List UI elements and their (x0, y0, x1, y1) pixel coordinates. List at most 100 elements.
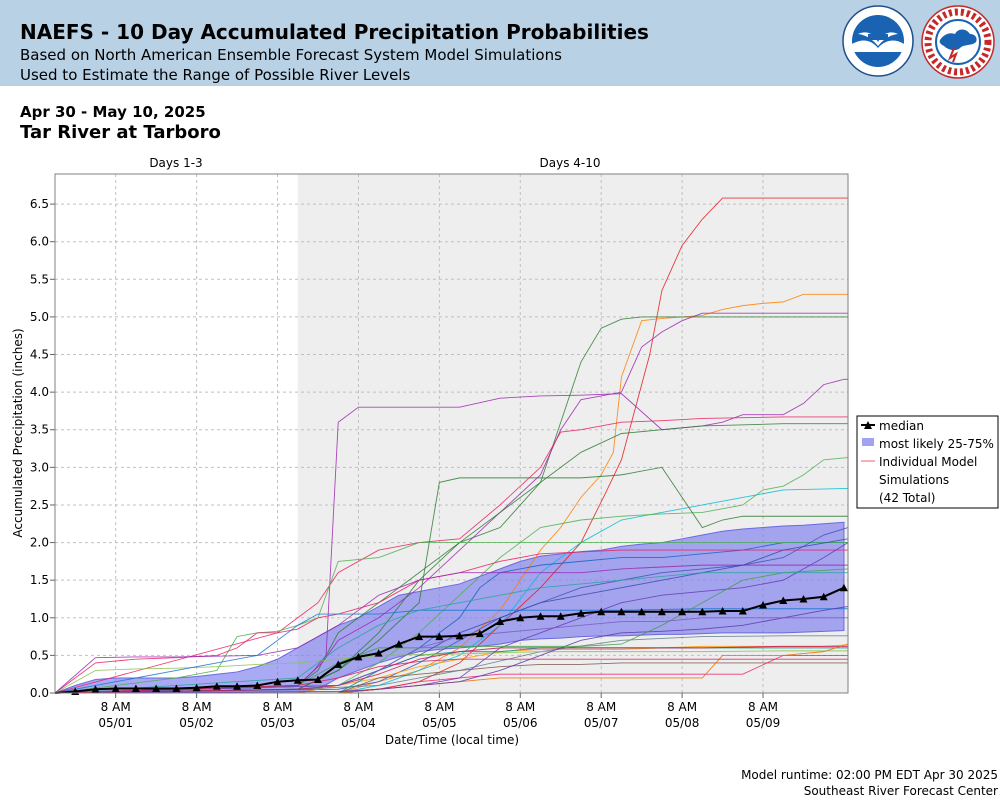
x-tick-date: 05/08 (665, 716, 700, 730)
y-tick-label: 1.0 (30, 611, 49, 625)
median-point (556, 612, 565, 620)
median-point (273, 677, 282, 686)
member-line (54, 568, 849, 694)
member-line (54, 542, 848, 694)
y-tick-label: 4.0 (30, 385, 49, 399)
median-point (192, 683, 201, 692)
member-line (54, 312, 848, 694)
member-line (54, 457, 849, 694)
x-tick-date: 05/09 (746, 716, 781, 730)
x-tick-date: 05/01 (98, 716, 133, 730)
median-point (698, 607, 707, 616)
median-point (718, 607, 727, 615)
median-point (293, 676, 302, 684)
median-point (131, 684, 140, 692)
noaa-logo[interactable] (841, 4, 915, 78)
median-point (313, 675, 322, 683)
member-line (54, 617, 848, 694)
median-point (334, 660, 343, 668)
member-line (55, 487, 849, 694)
x-tick-time: 8 AM (343, 700, 373, 714)
band-25-75 (54, 521, 845, 694)
member-line (55, 644, 849, 694)
member-line (54, 635, 848, 694)
median-point (496, 617, 505, 626)
x-tick-time: 8 AM (667, 700, 697, 714)
y-axis-label: Accumulated Precipitation (inches) (11, 328, 25, 537)
y-tick-label: 3.5 (30, 423, 49, 437)
median-point (233, 682, 242, 690)
median-point (435, 632, 444, 641)
x-tick-time: 8 AM (101, 700, 131, 714)
member-line (54, 608, 848, 694)
x-axis-label: Date/Time (local time) (385, 733, 519, 747)
median-point (799, 594, 808, 603)
median-point (839, 583, 848, 592)
y-tick-label: 3.0 (30, 460, 49, 474)
median-point (678, 607, 687, 616)
x-tick-time: 8 AM (748, 700, 778, 714)
y-tick-label: 2.0 (30, 536, 49, 550)
median-point (597, 607, 606, 616)
median-point (819, 592, 828, 601)
legend-member-label-2: Simulations (879, 473, 949, 487)
median-point (111, 684, 120, 692)
x-tick-time: 8 AM (182, 700, 212, 714)
member-line (54, 650, 848, 694)
member-line (54, 564, 848, 694)
y-tick-label: 1.5 (30, 573, 49, 587)
member-line (54, 572, 848, 694)
member-line (54, 423, 848, 694)
member-line (55, 293, 848, 694)
median-point (455, 631, 464, 640)
member-line (54, 538, 849, 694)
period-label-days-4-10: Days 4-10 (540, 156, 601, 170)
member-line (54, 645, 848, 694)
member-line (54, 527, 849, 694)
member-line (54, 316, 848, 694)
x-tick-date: 05/03 (260, 716, 295, 730)
median-point (657, 607, 666, 616)
x-tick-date: 05/02 (179, 716, 214, 730)
median-point (91, 685, 100, 693)
member-line (54, 378, 848, 694)
subtitle-line-1: Based on North American Ensemble Forecas… (20, 46, 562, 64)
member-line (55, 647, 848, 694)
y-tick-label: 0.0 (30, 686, 49, 700)
y-tick-label: 0.5 (30, 648, 49, 662)
model-runtime: Model runtime: 02:00 PM EDT Apr 30 2025 (741, 768, 998, 782)
x-tick-time: 8 AM (505, 700, 535, 714)
median-point (637, 607, 646, 616)
member-line (55, 542, 849, 694)
y-tick-label: 4.5 (30, 348, 49, 362)
median-point (516, 613, 525, 622)
legend-box (856, 415, 999, 509)
median-line (54, 586, 845, 694)
median-point (212, 682, 221, 690)
median-point (354, 652, 363, 661)
member-line (55, 662, 848, 694)
x-tick-date: 05/07 (584, 716, 619, 730)
legend-median-marker (864, 421, 872, 429)
median-point (415, 632, 424, 641)
river-location: Tar River at Tarboro (20, 122, 221, 143)
median-point (779, 596, 788, 604)
median-point (536, 612, 545, 620)
legend-median-label: median (879, 419, 924, 433)
y-tick-label: 5.5 (30, 272, 49, 286)
member-line (54, 658, 848, 694)
legend-band-swatch (862, 438, 874, 446)
median-point (253, 681, 262, 689)
plot-area (55, 174, 848, 693)
median-point (374, 649, 383, 657)
header-banner: NAEFS - 10 Day Accumulated Precipitation… (0, 0, 1000, 86)
x-tick-time: 8 AM (586, 700, 616, 714)
median-point (394, 640, 403, 648)
subtitle-line-2: Used to Estimate the Range of Possible R… (20, 66, 411, 84)
nws-logo[interactable] (920, 4, 996, 80)
member-line (55, 654, 848, 694)
y-tick-label: 2.5 (30, 498, 49, 512)
member-line (54, 606, 849, 694)
median-point (172, 684, 181, 692)
median-point (152, 684, 161, 692)
